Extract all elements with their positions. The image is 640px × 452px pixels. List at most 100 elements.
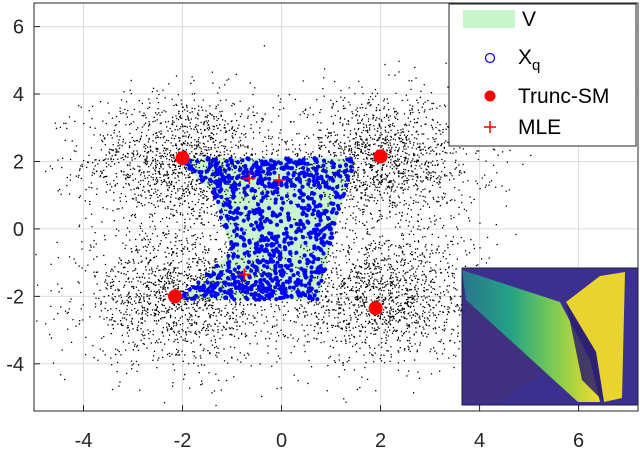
background-point [202, 203, 205, 205]
background-point [243, 280, 246, 283]
background-point [149, 238, 152, 240]
background-point [207, 114, 209, 116]
background-point [115, 151, 117, 153]
background-point [210, 148, 212, 150]
background-point [123, 91, 125, 93]
background-point [256, 195, 258, 197]
background-point [257, 240, 259, 243]
background-point [473, 247, 475, 250]
background-point [192, 411, 193, 412]
background-point [162, 300, 164, 302]
background-point [182, 323, 184, 325]
background-point [191, 144, 193, 147]
background-point [233, 130, 235, 132]
background-point [394, 202, 396, 204]
background-point [362, 169, 364, 171]
background-point [221, 164, 223, 166]
background-point [383, 309, 385, 311]
background-point [157, 205, 159, 207]
background-point [172, 161, 174, 163]
background-point [343, 284, 345, 286]
background-point [205, 334, 207, 336]
background-point [181, 272, 183, 275]
background-point [222, 119, 224, 121]
background-point [235, 130, 237, 133]
background-point [220, 264, 223, 266]
background-point [138, 321, 140, 323]
background-point [195, 128, 198, 130]
background-point [435, 332, 437, 334]
background-point [357, 154, 359, 156]
background-point [152, 140, 154, 142]
background-point [218, 87, 221, 89]
background-point [150, 259, 152, 261]
background-point [366, 139, 368, 141]
background-point [200, 188, 202, 190]
background-point [399, 320, 401, 322]
background-point [325, 162, 328, 165]
background-point [183, 248, 185, 250]
background-point [264, 174, 266, 176]
background-point [390, 285, 392, 287]
background-point [226, 322, 228, 324]
background-point [160, 192, 162, 195]
background-point [197, 158, 199, 160]
background-point [224, 131, 227, 134]
background-point [138, 141, 140, 143]
background-point [144, 282, 146, 284]
background-point [432, 287, 434, 290]
background-point [202, 327, 204, 330]
background-point [146, 177, 149, 179]
background-point [136, 344, 139, 347]
background-point [308, 186, 310, 188]
background-point [239, 139, 242, 142]
background-point [200, 357, 202, 359]
background-point [124, 301, 126, 303]
background-point [181, 106, 184, 108]
background-point [351, 198, 353, 200]
background-point [364, 161, 366, 164]
background-point [142, 342, 144, 345]
background-point [136, 329, 138, 331]
background-point [416, 300, 418, 303]
background-point [179, 212, 182, 214]
background-point [227, 362, 229, 364]
background-point [200, 150, 203, 152]
background-point [429, 177, 432, 179]
background-point [129, 295, 131, 298]
background-point [206, 308, 208, 310]
background-point [174, 129, 176, 131]
background-point [271, 152, 273, 154]
background-point [125, 101, 128, 103]
background-point [420, 90, 422, 92]
background-point [324, 135, 327, 137]
background-point [368, 151, 370, 154]
background-point [390, 148, 392, 150]
background-point [420, 152, 422, 154]
background-point [376, 186, 378, 188]
background-point [403, 113, 406, 115]
background-point [229, 315, 231, 317]
background-point [355, 132, 357, 135]
background-point [119, 310, 121, 312]
background-point [348, 150, 350, 152]
background-point [113, 220, 115, 222]
background-point [401, 183, 403, 185]
background-point [376, 92, 379, 95]
background-point [132, 349, 134, 351]
background-point [374, 184, 376, 186]
background-point [164, 97, 166, 99]
background-point [215, 354, 217, 356]
background-point [193, 351, 196, 353]
background-point [223, 158, 225, 160]
background-point [388, 140, 390, 142]
background-point [403, 134, 406, 136]
background-point [154, 342, 157, 344]
background-point [232, 102, 234, 105]
background-point [239, 100, 241, 102]
background-point [178, 148, 180, 150]
background-point [255, 275, 257, 277]
background-point [248, 107, 250, 109]
background-point [172, 363, 174, 365]
background-point [223, 124, 226, 126]
